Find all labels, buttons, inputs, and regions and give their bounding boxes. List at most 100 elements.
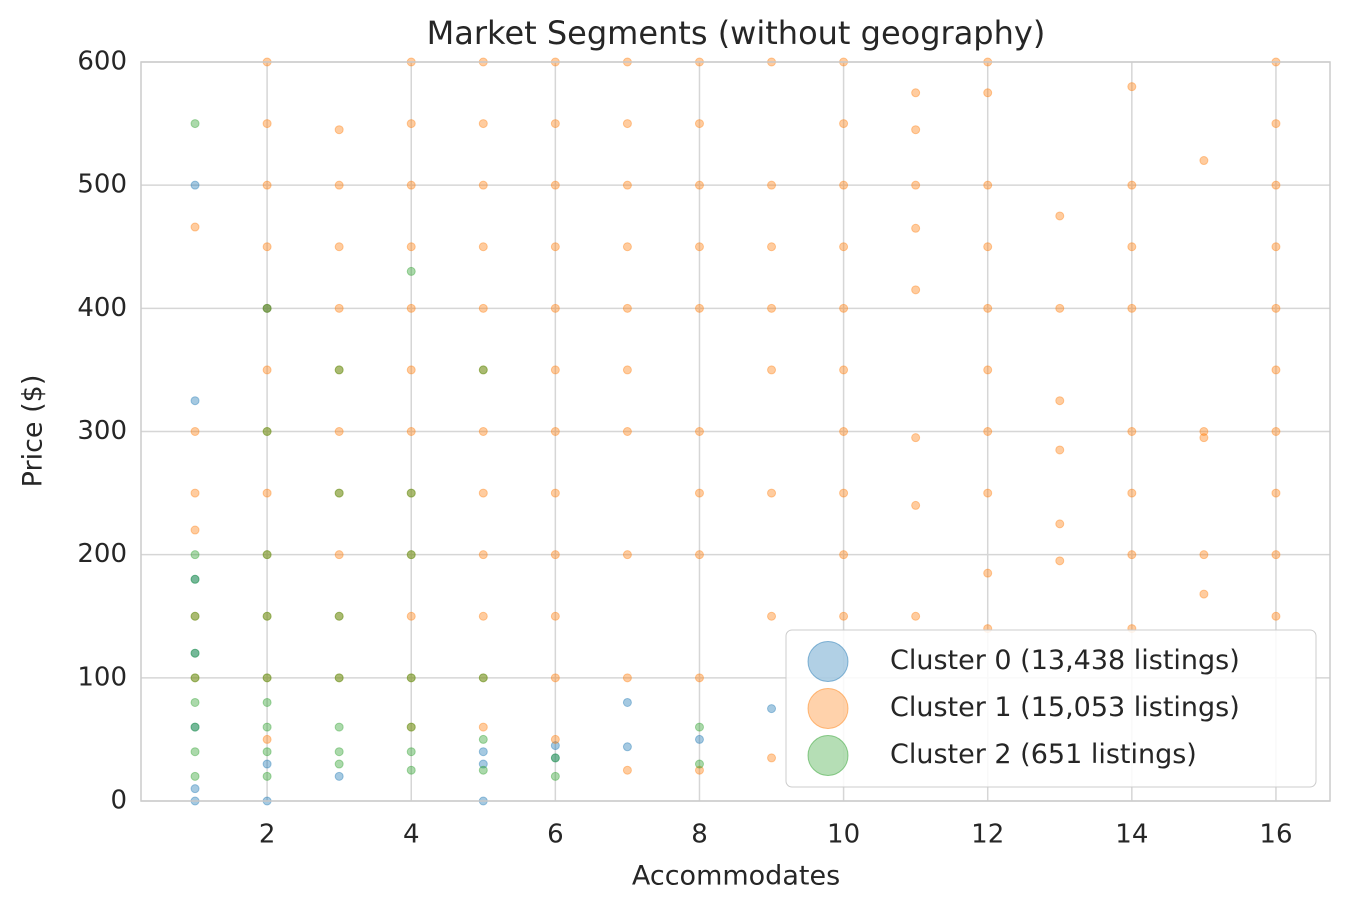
point bbox=[478, 488, 488, 498]
x-tick-label: 12 bbox=[971, 820, 1004, 850]
point bbox=[262, 611, 272, 621]
point bbox=[406, 673, 416, 683]
point bbox=[983, 568, 993, 578]
point bbox=[694, 722, 704, 732]
point bbox=[190, 673, 200, 683]
point bbox=[622, 550, 632, 560]
point bbox=[983, 303, 993, 313]
point bbox=[983, 242, 993, 252]
legend-box bbox=[785, 629, 1317, 788]
points bbox=[190, 57, 1281, 806]
point bbox=[694, 119, 704, 129]
point bbox=[478, 765, 488, 775]
x-tick-label: 10 bbox=[827, 820, 860, 850]
point bbox=[478, 673, 488, 683]
point bbox=[406, 488, 416, 498]
point bbox=[190, 747, 200, 757]
point bbox=[334, 747, 344, 757]
point bbox=[550, 365, 560, 375]
point bbox=[406, 488, 416, 498]
point bbox=[406, 673, 416, 683]
point bbox=[1271, 427, 1281, 436]
point bbox=[911, 180, 921, 190]
point bbox=[262, 734, 272, 744]
point bbox=[550, 550, 560, 560]
point bbox=[406, 180, 416, 190]
point bbox=[190, 222, 200, 232]
point bbox=[1127, 242, 1137, 252]
point bbox=[767, 180, 777, 190]
point bbox=[334, 771, 344, 781]
point bbox=[1055, 445, 1065, 455]
point bbox=[911, 611, 921, 621]
point bbox=[767, 704, 777, 714]
point bbox=[622, 180, 632, 190]
point bbox=[334, 722, 344, 732]
point bbox=[1271, 488, 1281, 498]
point bbox=[334, 365, 344, 375]
point bbox=[694, 488, 704, 498]
point bbox=[1271, 550, 1281, 560]
point bbox=[406, 119, 416, 129]
point bbox=[622, 303, 632, 313]
point bbox=[1271, 119, 1281, 129]
point bbox=[262, 365, 272, 375]
point bbox=[262, 771, 272, 781]
point bbox=[478, 759, 488, 769]
point bbox=[694, 673, 704, 683]
point bbox=[1271, 242, 1281, 252]
point bbox=[190, 574, 200, 584]
point bbox=[839, 365, 849, 375]
point bbox=[262, 673, 272, 683]
y-tick-label: 100 bbox=[77, 662, 127, 692]
point bbox=[406, 611, 416, 621]
point bbox=[1127, 303, 1137, 313]
point bbox=[334, 303, 344, 313]
point bbox=[1127, 82, 1137, 92]
point bbox=[911, 125, 921, 135]
point bbox=[478, 180, 488, 190]
point bbox=[622, 119, 632, 129]
point bbox=[767, 303, 777, 313]
point bbox=[622, 242, 632, 252]
point bbox=[622, 427, 632, 436]
point bbox=[550, 119, 560, 129]
point bbox=[334, 180, 344, 190]
point bbox=[406, 365, 416, 375]
point bbox=[911, 500, 921, 510]
point bbox=[406, 722, 416, 732]
point bbox=[334, 673, 344, 683]
point bbox=[622, 742, 632, 752]
point bbox=[983, 365, 993, 375]
point bbox=[406, 427, 416, 436]
point bbox=[478, 611, 488, 621]
point bbox=[190, 488, 200, 498]
point bbox=[911, 285, 921, 295]
y-tick-label: 400 bbox=[77, 293, 127, 323]
legend-label: Cluster 0 (13,438 listings) bbox=[890, 645, 1240, 676]
point bbox=[1199, 550, 1209, 560]
point bbox=[1199, 427, 1209, 436]
y-tick-label: 300 bbox=[77, 416, 127, 446]
y-tick-label: 200 bbox=[77, 539, 127, 569]
x-tick-label: 16 bbox=[1259, 820, 1292, 850]
point bbox=[1055, 396, 1065, 406]
point bbox=[406, 266, 416, 276]
point bbox=[262, 427, 272, 436]
point bbox=[478, 722, 488, 732]
point bbox=[190, 722, 200, 732]
point bbox=[1127, 488, 1137, 498]
point bbox=[406, 242, 416, 252]
point bbox=[694, 734, 704, 744]
point bbox=[478, 734, 488, 744]
point bbox=[478, 303, 488, 313]
point bbox=[1271, 303, 1281, 313]
point bbox=[1127, 427, 1137, 436]
x-tick-label: 6 bbox=[547, 820, 564, 850]
point bbox=[983, 88, 993, 98]
point bbox=[694, 765, 704, 775]
point bbox=[839, 242, 849, 252]
point bbox=[550, 427, 560, 436]
legend-label: Cluster 1 (15,053 listings) bbox=[890, 692, 1240, 723]
